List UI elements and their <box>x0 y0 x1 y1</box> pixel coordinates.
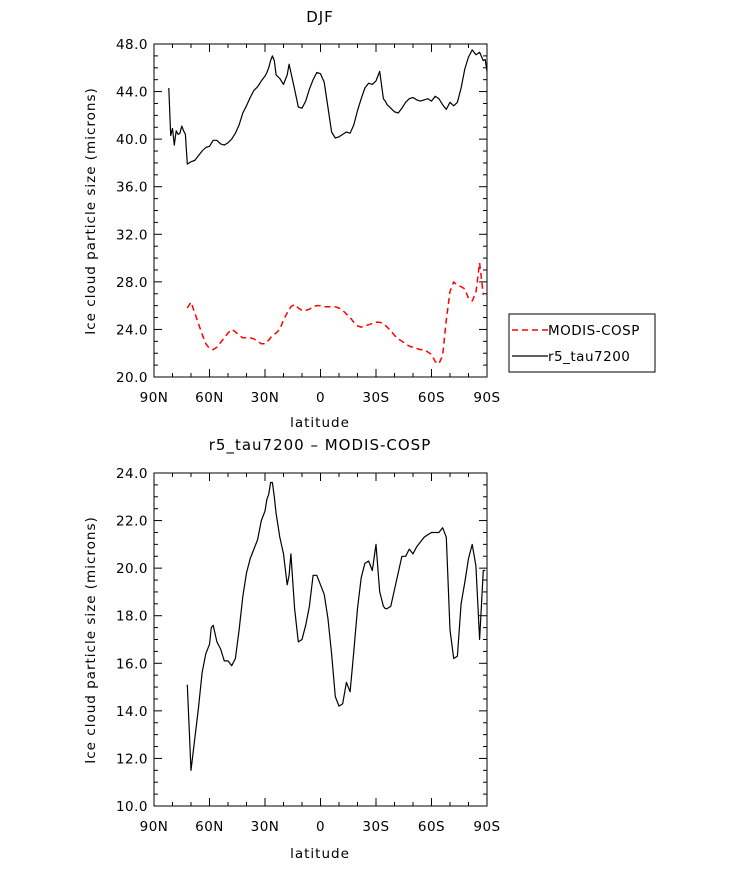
bottom-y-tick-label: 14.0 <box>116 704 148 720</box>
bottom-x-tick-label: 30N <box>251 819 280 835</box>
bottom-x-tick-label: 90N <box>140 819 169 835</box>
top-x-tick-label: 30S <box>362 390 389 406</box>
top-y-tick-label: 32.0 <box>116 227 148 243</box>
top-x-tick-label: 30N <box>251 390 280 406</box>
bottom-x-tick-label: 60N <box>195 819 224 835</box>
bottom-x-axis-label: latitude <box>290 846 350 862</box>
bottom-y-tick-label: 16.0 <box>116 656 148 672</box>
top-x-tick-label: 60N <box>195 390 224 406</box>
top-x-tick-label: 90N <box>140 390 169 406</box>
bottom-x-tick-label: 60S <box>418 819 445 835</box>
bottom-panel: r5_tau7200 – MODIS-COSP 90N 60N 30N 0 30S 60S… <box>83 436 500 862</box>
bottom-x-tick-label: 0 <box>316 819 325 835</box>
top-y-tick-label: 36.0 <box>116 180 148 196</box>
bottom-y-tick-label: 18.0 <box>116 609 148 625</box>
top-x-tick-label: 90S <box>473 390 500 406</box>
top-y-tick-label: 44.0 <box>116 85 148 101</box>
top-y-tick-label: 20.0 <box>116 370 148 386</box>
bottom-x-tick-label: 30S <box>362 819 389 835</box>
legend-label-modis-cosp: MODIS-COSP <box>548 323 640 339</box>
bottom-y-tick-label: 20.0 <box>116 561 148 577</box>
legend-label-r5-tau7200: r5_tau7200 <box>548 349 630 365</box>
bottom-y-tick-label: 10.0 <box>116 799 148 815</box>
top-y-tick-label: 48.0 <box>116 37 148 53</box>
bottom-y-tick-label: 24.0 <box>116 466 148 482</box>
top-x-axis-label: latitude <box>290 415 350 431</box>
top-y-tick-label: 28.0 <box>116 275 148 291</box>
bottom-chart-title: r5_tau7200 – MODIS-COSP <box>209 436 432 455</box>
legend-box <box>508 313 656 373</box>
bottom-series-r5-tau7200-modis-cosp <box>186 481 486 771</box>
bottom-y-tick-label: 22.0 <box>116 514 148 530</box>
bottom-plot-frame <box>153 472 488 807</box>
top-y-tick-label: 24.0 <box>116 322 148 338</box>
top-x-tick-label: 60S <box>418 390 445 406</box>
top-plot-frame <box>153 43 488 378</box>
bottom-x-tick-label: 90S <box>473 819 500 835</box>
top-y-tick-label: 40.0 <box>116 132 148 148</box>
top-y-axis-label: Ice cloud particle size (microns) <box>83 87 99 334</box>
legend: MODIS-COSP r5_tau7200 <box>508 313 656 373</box>
bottom-y-axis-label: Ice cloud particle size (microns) <box>83 516 99 763</box>
top-chart-title: DJF <box>306 8 334 26</box>
top-series-r5-tau7200 <box>168 49 488 165</box>
top-series-modis-cosp <box>186 262 485 365</box>
bottom-y-tick-label: 12.0 <box>116 751 148 767</box>
top-x-tick-label: 0 <box>316 390 325 406</box>
top-panel: DJF 90N 60N 30N 0 30S 60S 90S 20.0 24.0 28.0 32.0 3… <box>83 8 500 431</box>
